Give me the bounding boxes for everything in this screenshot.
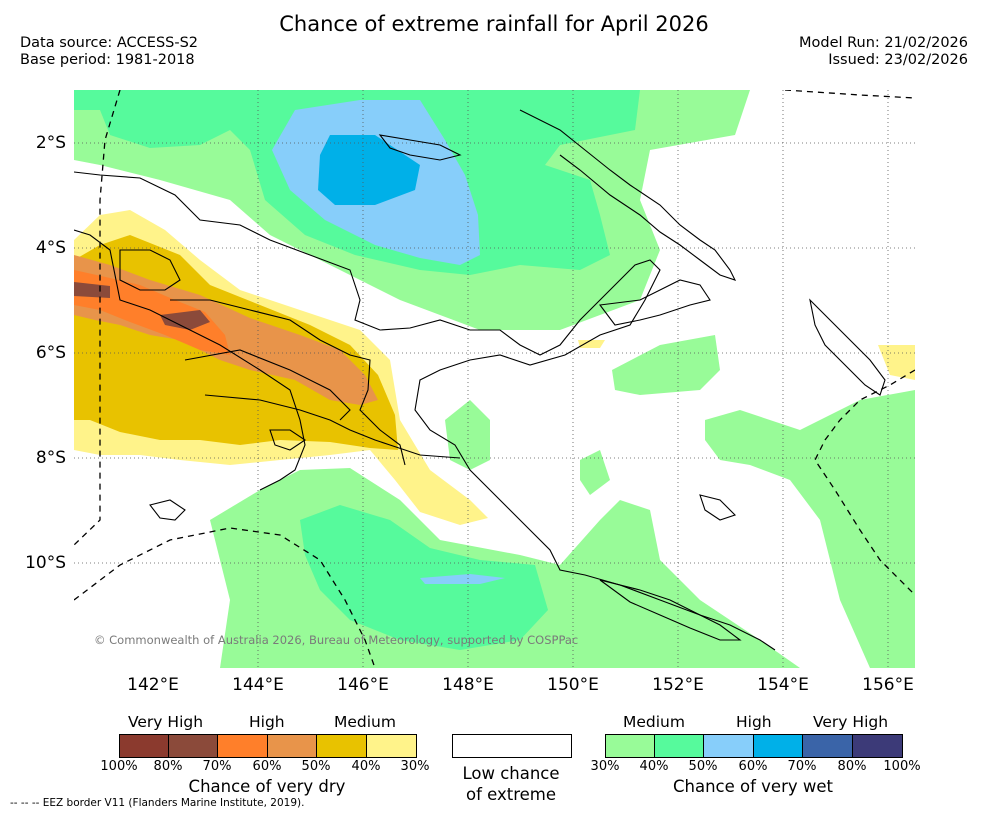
dry-pct-70: 70% <box>202 759 232 774</box>
wet-level-high: High <box>736 713 772 731</box>
lat-label-10s: 10°S <box>25 553 66 573</box>
wet-pct-80: 80% <box>837 759 867 774</box>
wet-swatch-80 <box>853 735 902 757</box>
wet-swatch-70 <box>803 735 853 757</box>
dry-80b <box>160 310 210 330</box>
dry-colorbar <box>119 734 417 758</box>
dry-swatch-80 <box>169 735 218 757</box>
lon-label-148e: 148°E <box>442 675 494 695</box>
wet-40-south <box>300 505 548 650</box>
dry-30-east <box>878 345 915 380</box>
dry-swatch-100 <box>120 735 169 757</box>
wet-50-south <box>420 574 505 584</box>
low-chance-swatch <box>452 734 572 758</box>
wet-pct-50: 50% <box>688 759 718 774</box>
dry-pct-30: 30% <box>400 759 430 774</box>
dry-caption: Chance of very dry <box>188 777 346 796</box>
wet-swatch-30 <box>606 735 655 757</box>
lat-label-2s: 2°S <box>35 133 66 153</box>
wet-level-medium: Medium <box>623 713 685 731</box>
wet-60-north <box>318 135 420 205</box>
dry-pct-40: 40% <box>351 759 381 774</box>
map-title: Chance of extreme rainfall for April 202… <box>279 12 709 36</box>
dry-30-small <box>578 340 605 348</box>
issued-date: Issued: 23/02/2026 <box>828 52 968 68</box>
dry-level-very-high: Very High <box>128 713 204 731</box>
dry-level-medium: Medium <box>334 713 396 731</box>
lat-label-6s: 6°S <box>35 343 66 363</box>
lon-label-142e: 142°E <box>127 675 179 695</box>
low-chance-line2: of extreme <box>465 785 557 804</box>
model-run: Model Run: 21/02/2026 <box>798 35 968 51</box>
dry-pct-100: 100% <box>100 759 138 774</box>
lon-label-146e: 146°E <box>337 675 389 695</box>
low-chance-caption: Low chance of extreme <box>430 763 592 805</box>
wet-pct-30: 30% <box>590 759 620 774</box>
dry-swatch-50 <box>317 735 367 757</box>
eez-borders <box>74 90 915 668</box>
data-source: Data source: ACCESS-S2 <box>20 35 199 51</box>
wet-medium-se <box>705 390 915 668</box>
coastlines <box>74 109 886 651</box>
dry-pct-60: 60% <box>252 759 282 774</box>
dry-60 <box>74 270 230 355</box>
wet-caption: Chance of very wet <box>673 777 833 796</box>
base-period: Base period: 1981-2018 <box>20 52 195 68</box>
wet-pct-60: 60% <box>738 759 768 774</box>
low-chance-line1: Low chance <box>462 764 560 783</box>
wet-level-very-high: Very High <box>813 713 889 731</box>
wet-medium-ss <box>580 450 610 495</box>
dry-swatch-70 <box>218 735 268 757</box>
meta-left: Data source: ACCESS-S2 Base period: 1981… <box>20 35 198 69</box>
dry-80 <box>74 282 110 298</box>
lat-label-8s: 8°S <box>35 448 66 468</box>
wet-pct-40: 40% <box>639 759 669 774</box>
copyright-notice: © Commonwealth of Australia 2026, Bureau… <box>94 633 579 647</box>
lon-label-144e: 144°E <box>232 675 284 695</box>
meta-right: Model Run: 21/02/2026 Issued: 23/02/2026 <box>799 35 968 69</box>
dry-swatch-60 <box>268 735 317 757</box>
dry-pct-80: 80% <box>153 759 183 774</box>
lon-label-152e: 152°E <box>652 675 704 695</box>
dry-level-high: High <box>249 713 285 731</box>
wet-swatch-50 <box>704 735 754 757</box>
map-plot-area <box>74 90 915 668</box>
dry-swatch-40 <box>367 735 416 757</box>
lat-label-4s: 4°S <box>35 238 66 258</box>
wet-swatch-40 <box>655 735 704 757</box>
wet-medium-mid <box>445 400 490 470</box>
wet-colorbar <box>605 734 903 758</box>
dry-pct-50: 50% <box>301 759 331 774</box>
wet-pct-70: 70% <box>787 759 817 774</box>
eez-border-note: -- -- -- EEZ border V11 (Flanders Marine… <box>10 797 305 809</box>
wet-pct-100: 100% <box>883 759 921 774</box>
lon-label-150e: 150°E <box>547 675 599 695</box>
wet-swatch-60 <box>754 735 803 757</box>
wet-medium-east <box>612 335 720 395</box>
gridlines <box>74 90 915 668</box>
lon-label-154e: 154°E <box>757 675 809 695</box>
lon-label-156e: 156°E <box>862 675 914 695</box>
